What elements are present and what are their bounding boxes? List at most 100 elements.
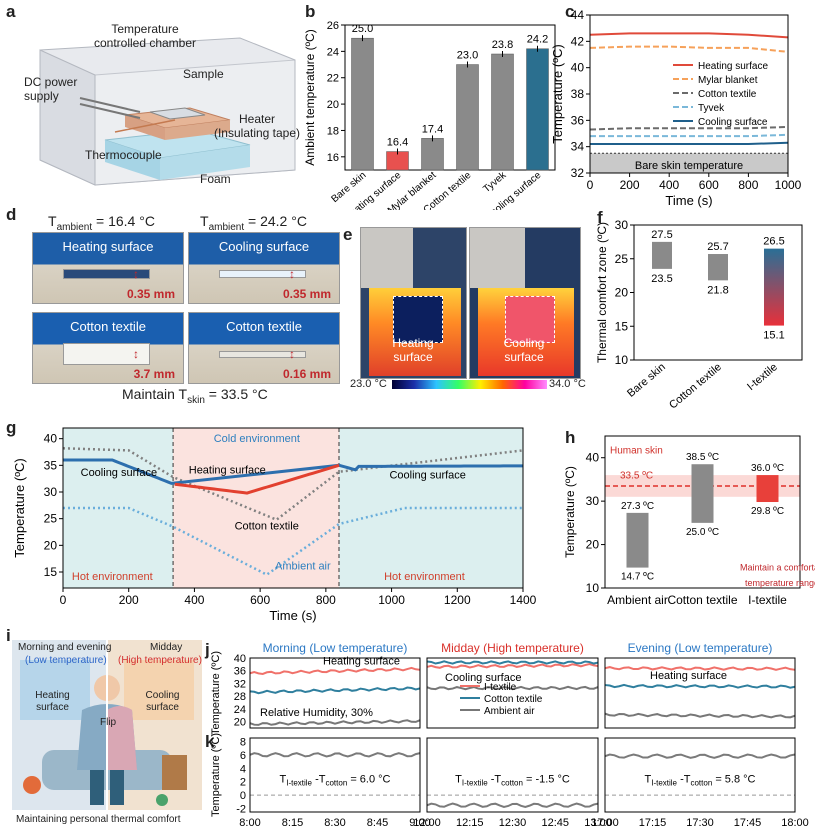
range-low-label: 25.0 ºC (686, 527, 719, 538)
j-y-axis-title: Temperature (ºC) (210, 651, 222, 735)
k-x-tick-label: 13:00 (584, 817, 612, 829)
y-tick-label: 42 (571, 34, 585, 48)
series-line (174, 463, 340, 495)
k-x-tick-label: 18:00 (781, 817, 809, 829)
k-x-tick-label: 8:45 (367, 817, 388, 829)
i-heating-surface: Heating surface (35, 690, 70, 713)
series-line (63, 506, 523, 577)
k-x-tick-label: 12:30 (499, 817, 527, 829)
x-tick-label: 600 (250, 593, 270, 607)
x-tick-label: 0 (587, 178, 594, 192)
k-diff-line (426, 802, 599, 808)
d-ambient-right: Tambient = 24.2 °C (200, 213, 307, 233)
j-panel-title: Evening (Low temperature) (628, 641, 773, 655)
thickness-label: 0.16 mm (282, 367, 331, 381)
y-axis-title: Temperature (ºC) (563, 466, 577, 558)
y-tick-label: 25 (44, 512, 58, 526)
panel-letter-g: g (6, 418, 17, 437)
sample-photo: Cotton textile 3.7 mm ↕ (32, 312, 184, 384)
i-high-temp: (High temperature) (118, 655, 202, 666)
i-morning-evening: Morning and evening (18, 642, 112, 653)
y-tick-label: 40 (571, 61, 585, 75)
panel-letter-e: e (343, 225, 353, 244)
k-text-part: T (644, 774, 651, 786)
y-tick-label: 20 (44, 538, 58, 552)
bar (456, 64, 479, 171)
i-flip: Flip (100, 717, 117, 728)
note-line-1: Maintain a comfortable (740, 563, 815, 573)
j-series-line (604, 683, 796, 689)
k-difference-text: TI-textile -Tcotton = 5.8 °C (644, 774, 755, 788)
k-x-tick-label: 17:30 (686, 817, 714, 829)
k-text-part: = 6.0 °C (347, 774, 390, 786)
bar-value-label: 23.0 (457, 50, 478, 62)
scale-min: 23.0 °C (350, 378, 387, 390)
sample-strip (219, 350, 306, 358)
j-series-line (249, 666, 421, 675)
d-ambient-left: Tambient = 16.4 °C (48, 213, 155, 233)
k-y-tick-label: 8 (240, 736, 246, 748)
y-axis-title: Temperature (ºC) (12, 458, 27, 557)
j-y-tick-label: 24 (234, 704, 246, 716)
series-line (590, 141, 789, 146)
j-legend-label: Ambient air (484, 706, 535, 717)
series-line (589, 32, 789, 39)
label-chamber: Temperature controlled chamber (93, 22, 197, 50)
x-tick-label: 1400 (510, 593, 537, 607)
x-tick-label: 200 (620, 178, 640, 192)
k-diff-line (604, 753, 796, 759)
y-tick-label: 10 (586, 581, 600, 595)
range-high-label: 26.5 (763, 236, 784, 248)
k-subscript: cotton (501, 779, 523, 788)
range-bar (626, 512, 649, 568)
e-cooling-label: Cooling surface (503, 336, 545, 364)
range-high-label: 36.0 ºC (751, 463, 784, 474)
k-text-part: = 5.8 °C (712, 774, 755, 786)
bar (351, 37, 374, 171)
k-text-part: T (455, 774, 462, 786)
y-tick-label: 15 (615, 319, 629, 333)
k-subscript: I-textile (286, 779, 312, 788)
j-series-line (249, 686, 421, 695)
sample-photo: Cooling surface 0.35 mm ↕ (188, 232, 340, 304)
j-plot-frame (249, 657, 421, 729)
x-tick-label: 0 (60, 593, 67, 607)
legend-label: Cooling surface (698, 117, 768, 128)
x-tick-label: 600 (699, 178, 719, 192)
series-line (63, 458, 524, 485)
k-x-tick-label: 12:45 (541, 817, 569, 829)
y-tick-label: 30 (615, 218, 629, 232)
x-tick-label: I-textile (745, 361, 780, 393)
j-legend-label: I-textile (484, 682, 517, 693)
y-tick-label: 20 (615, 286, 629, 300)
y-tick-label: 20 (327, 99, 339, 111)
series-line (589, 45, 789, 53)
k-x-tick-label: 17:45 (734, 817, 762, 829)
panel-letter-j: j (205, 640, 210, 659)
k-y-tick-label: 0 (240, 790, 246, 802)
sample-label: Cotton textile (70, 319, 146, 334)
y-tick-label: 34 (571, 140, 585, 154)
bar-value-label: 25.0 (352, 23, 373, 35)
i-cooling-surface: Cooling surface (145, 690, 180, 713)
x-tick-label: Cotton textile (667, 361, 724, 411)
x-tick-label: Tyvek (481, 169, 509, 195)
k-x-tick-label: 8:15 (282, 817, 303, 829)
sample-strip (63, 269, 150, 279)
skin-value: 33.5 ºC (620, 471, 653, 482)
j-y-tick-label: 32 (234, 678, 246, 690)
e-heating-label: Heating surface (392, 336, 434, 364)
range-bar (708, 254, 728, 281)
k-x-tick-label: 8:00 (239, 817, 260, 829)
chart-temperature-range: 10 20 30 40 Temperature (ºC) 27.3 ºC 14.7 ºC Am… (563, 435, 815, 607)
panel-letter-k: k (205, 732, 215, 751)
j-series-line (249, 719, 421, 726)
x-tick-label: 800 (738, 178, 758, 192)
thickness-arrow-icon: ↕ (289, 347, 295, 361)
bare-skin-label: Bare skin temperature (635, 160, 743, 172)
x-tick-label: 200 (119, 593, 139, 607)
range-bar (756, 475, 779, 503)
x-axis-title: Time (s) (665, 193, 712, 208)
plot-frame (344, 24, 556, 171)
thickness-arrow-icon: ↕ (133, 347, 139, 361)
